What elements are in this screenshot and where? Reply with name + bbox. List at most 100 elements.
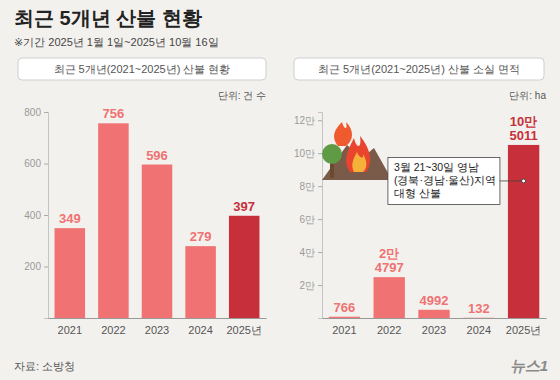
tick-mark	[318, 153, 322, 154]
annotation-text: (경북·경남·울산)지역	[394, 174, 496, 186]
x-axis: 2021 2022 2023 2024 2025년	[49, 318, 267, 336]
bar	[418, 310, 449, 318]
tick-mark	[44, 164, 48, 165]
tick-label: 10만	[294, 148, 315, 159]
tick-label: 2021	[332, 324, 356, 336]
tick-label: 600	[24, 158, 41, 169]
fire-illustration	[322, 122, 392, 180]
bar	[374, 277, 405, 318]
x-tick: 2022	[101, 318, 125, 336]
logo: 뉴스1	[510, 357, 548, 374]
axis-line	[323, 318, 547, 319]
data-label-line: 279	[190, 229, 212, 244]
data-label: 2만4797	[375, 246, 404, 275]
flame-small	[334, 122, 352, 146]
annotation-box	[388, 157, 500, 204]
y-tick: 600	[24, 158, 48, 169]
data-label-line: 4797	[375, 260, 404, 275]
y-tick: 12만	[294, 115, 322, 126]
data-label-line: 756	[103, 106, 125, 121]
data-label-line: 2만	[379, 246, 399, 261]
bar	[185, 246, 216, 318]
source: 자료: 소방청	[14, 360, 75, 372]
unit-label: 단위: ha	[509, 90, 546, 101]
bars	[55, 123, 260, 318]
y-tick: 2만	[299, 280, 322, 291]
x-tick: 2021	[332, 318, 356, 336]
data-label-line: 5011	[509, 128, 537, 143]
panel-title: 최근 5개년(2021~2025년) 산불 현황	[54, 63, 231, 75]
tick-mark	[44, 267, 48, 268]
tree	[322, 144, 342, 164]
axis-line	[318, 113, 323, 319]
y-tick: 6만	[299, 214, 322, 225]
axis-line	[49, 318, 267, 319]
data-label-line: 596	[146, 148, 168, 163]
data-label-line: 10만	[510, 114, 537, 129]
y-tick: 8만	[299, 181, 322, 192]
data-label-line: 349	[59, 211, 81, 226]
flame-core	[352, 152, 366, 172]
bar	[55, 228, 86, 318]
tick-mark	[318, 285, 322, 286]
annotation-line	[500, 180, 524, 181]
bars	[329, 145, 540, 318]
tick-label: 2022	[101, 324, 125, 336]
data-label-line: 397	[233, 199, 255, 214]
panel-title-box	[18, 58, 266, 80]
bar	[142, 165, 173, 318]
chart: 최근 5개년(2021~2025년) 산불 현황단위: 건 수 200 400 600…	[18, 58, 267, 336]
data-label-line: 4992	[420, 293, 449, 308]
tick-mark	[318, 120, 322, 121]
data-label-line: 766	[334, 300, 356, 315]
x-axis: 20212022202320242025년	[323, 318, 547, 336]
bar	[229, 216, 260, 318]
x-tick: 2025년	[506, 318, 541, 336]
data-label: 279	[190, 229, 212, 244]
tick-label: 2022	[377, 324, 401, 336]
data-label: 397	[233, 199, 255, 214]
x-tick: 2023	[145, 318, 169, 336]
y-tick: 10만	[294, 148, 322, 159]
x-tick: 2021	[58, 318, 82, 336]
tick-label: 8만	[299, 181, 315, 192]
tick-label: 2025년	[226, 324, 261, 336]
data-label: 756	[103, 106, 125, 121]
y-axis: 2만 4만 6만 8만 10만 12만	[294, 113, 323, 319]
bar	[463, 317, 494, 318]
x-tick: 2024	[467, 318, 491, 336]
page-title: 최근 5개년 산불 현황	[14, 7, 202, 29]
tick-label: 12만	[294, 115, 315, 126]
page-note: ※기간 2025년 1월 1일~2025년 10월 16일	[14, 36, 219, 48]
y-tick: 4만	[299, 247, 322, 258]
chart: 최근 5개년(2021~2025년) 산불 소실 면적단위: ha 2만 4만 6만 8…	[294, 58, 547, 336]
panel-title: 최근 5개년(2021~2025년) 산불 소실 면적	[318, 63, 520, 75]
axis-line	[44, 113, 49, 319]
tick-mark	[318, 252, 322, 253]
bar	[508, 145, 539, 318]
tick-label: 4만	[299, 247, 315, 258]
annotation-text: 3월 21~30일 영남	[394, 161, 479, 173]
y-tick: 200	[24, 261, 48, 272]
y-tick: 400	[24, 210, 48, 221]
unit-label: 단위: 건 수	[218, 90, 266, 101]
bar	[329, 317, 360, 318]
x-tick: 2024	[188, 318, 212, 336]
annotation-dot	[522, 179, 526, 183]
tick-label: 2만	[299, 280, 315, 291]
background	[0, 0, 560, 380]
tick-label: 2025년	[506, 324, 541, 336]
tick-label: 200	[24, 261, 41, 272]
tick-label: 400	[24, 210, 41, 221]
annotation-text: 대형 산불	[394, 187, 441, 199]
x-tick: 2022	[377, 318, 401, 336]
tick-mark	[318, 186, 322, 187]
tick-label: 2024	[467, 324, 491, 336]
data-label: 596	[146, 148, 168, 163]
data-label: 10만5011	[509, 114, 537, 143]
data-labels: 766 2만4797 4992 132 10만5011	[334, 114, 538, 316]
infographic: 최근 5개년 산불 현황 ※기간 2025년 1월 1일~2025년 10월 16…	[0, 0, 560, 380]
data-label-line: 132	[468, 301, 490, 316]
data-label: 349	[59, 211, 81, 226]
annotation: 3월 21~30일 영남(경북·경남·울산)지역대형 산불	[388, 157, 526, 204]
